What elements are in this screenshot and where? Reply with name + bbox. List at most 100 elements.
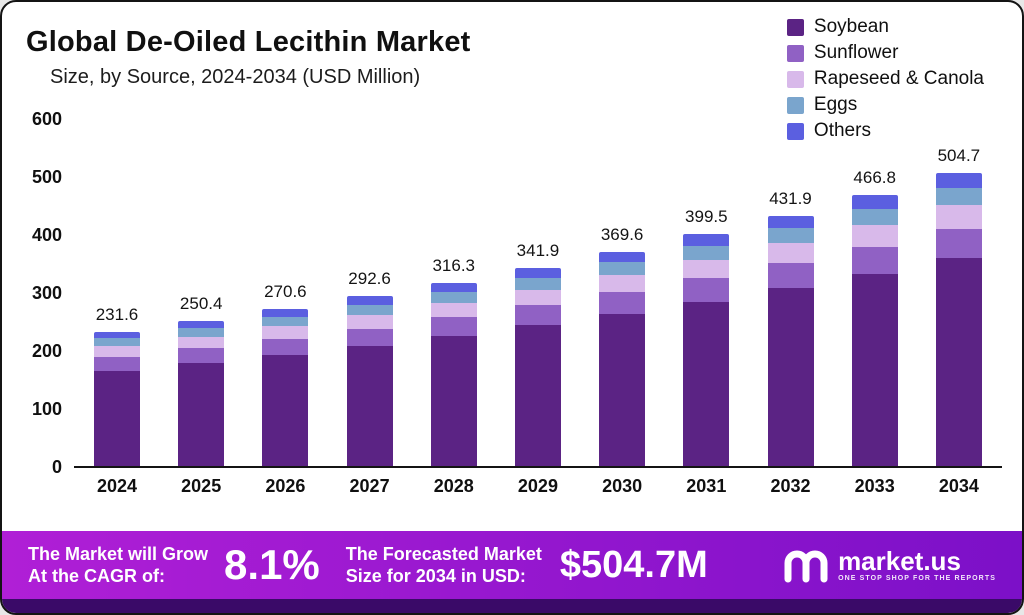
- segment-soybean[interactable]: [767, 288, 814, 466]
- segment-soybean[interactable]: [599, 313, 646, 466]
- bar-stack[interactable]: [262, 309, 309, 466]
- segment-others[interactable]: [346, 296, 393, 305]
- bar-stack[interactable]: [178, 320, 225, 466]
- segment-others[interactable]: [935, 173, 982, 188]
- segment-soybean[interactable]: [514, 325, 561, 466]
- segment-eggs[interactable]: [935, 187, 982, 206]
- segment-others[interactable]: [262, 309, 309, 317]
- segment-eggs[interactable]: [178, 328, 225, 337]
- segment-eggs[interactable]: [599, 262, 646, 276]
- bar-group-2034[interactable]: 504.7: [928, 146, 990, 466]
- legend-label: Sunflower: [813, 42, 899, 63]
- segment-rapeseed-canola[interactable]: [430, 302, 477, 318]
- segment-others[interactable]: [767, 215, 814, 228]
- segment-eggs[interactable]: [851, 208, 898, 226]
- segment-others[interactable]: [599, 251, 646, 263]
- segment-others[interactable]: [851, 195, 898, 209]
- legend-label: Soybean: [813, 16, 889, 37]
- segment-soybean[interactable]: [430, 335, 477, 466]
- segment-sunflower[interactable]: [262, 338, 309, 355]
- segment-sunflower[interactable]: [851, 246, 898, 274]
- legend: Soybean Sunflower Rapeseed & Canola Eggs Oth…: [786, 16, 984, 142]
- bar-stack[interactable]: [599, 251, 646, 466]
- bar-group-2029[interactable]: 341.9: [507, 241, 569, 466]
- segment-eggs[interactable]: [683, 245, 730, 260]
- bar-stack[interactable]: [430, 282, 477, 466]
- legend-label: Rapeseed & Canola: [813, 68, 984, 89]
- segment-others[interactable]: [178, 320, 225, 329]
- bar-total-label: 431.9: [769, 188, 812, 208]
- legend-item-rapeseed-canola: Rapeseed & Canola: [786, 68, 984, 90]
- segment-sunflower[interactable]: [94, 357, 140, 371]
- bar-stack[interactable]: [683, 234, 730, 466]
- segment-rapeseed-canola[interactable]: [599, 275, 646, 293]
- forecast-value: $504.7M: [559, 543, 708, 586]
- segment-rapeseed-canola[interactable]: [94, 346, 140, 358]
- segment-soybean[interactable]: [346, 345, 393, 466]
- segment-others[interactable]: [514, 267, 561, 278]
- bar-group-2031[interactable]: 399.5: [675, 207, 737, 466]
- segment-sunflower[interactable]: [683, 278, 730, 302]
- legend-item-sunflower: Sunflower: [786, 42, 984, 64]
- segment-soybean[interactable]: [262, 354, 309, 466]
- legend-swatch-icon: [786, 18, 804, 36]
- segment-sunflower[interactable]: [767, 263, 814, 289]
- bar-stack[interactable]: [514, 267, 561, 466]
- segment-sunflower[interactable]: [346, 328, 393, 346]
- bar-stack[interactable]: [851, 195, 898, 466]
- segment-rapeseed-canola[interactable]: [178, 336, 225, 349]
- bar-total-label: 369.6: [600, 224, 644, 244]
- segment-rapeseed-canola[interactable]: [514, 289, 561, 306]
- segment-sunflower[interactable]: [599, 292, 646, 314]
- segment-rapeseed-canola[interactable]: [767, 243, 814, 264]
- x-tick-label: 2029: [517, 476, 558, 496]
- bar-group-2026[interactable]: 270.6: [254, 282, 316, 466]
- segment-rapeseed-canola[interactable]: [683, 259, 730, 279]
- bar-stack[interactable]: [767, 215, 814, 466]
- segment-eggs[interactable]: [262, 316, 309, 327]
- segment-others[interactable]: [683, 234, 730, 246]
- segment-soybean[interactable]: [94, 370, 140, 466]
- segment-rapeseed-canola[interactable]: [346, 315, 393, 329]
- segment-sunflower[interactable]: [514, 305, 561, 326]
- bar-group-2032[interactable]: 431.9: [760, 189, 822, 466]
- cagr-value: 8.1%: [224, 541, 320, 588]
- bar-stack[interactable]: [346, 296, 393, 466]
- bar-stack[interactable]: [94, 331, 140, 466]
- segment-soybean[interactable]: [683, 301, 730, 466]
- y-tick-label: 200: [31, 341, 62, 361]
- segment-rapeseed-canola[interactable]: [851, 225, 898, 247]
- bar-total-label: 316.3: [432, 255, 476, 275]
- segment-others[interactable]: [430, 282, 477, 292]
- x-tick-label: 2028: [433, 476, 474, 496]
- segment-eggs[interactable]: [430, 291, 477, 303]
- x-axis-labels: 2024 2025 2026 2027 2028 2029 2030 2031 2032 2033…: [74, 476, 1002, 497]
- segment-sunflower[interactable]: [935, 228, 982, 259]
- market-us-logo-icon: [782, 547, 828, 583]
- bar-total-label: 292.6: [348, 269, 391, 289]
- bar-group-2025[interactable]: 250.4: [170, 294, 232, 466]
- bar-group-2028[interactable]: 316.3: [423, 256, 485, 466]
- bar-group-2030[interactable]: 369.6: [591, 225, 653, 466]
- chart-subtitle: Size, by Source, 2024-2034 (USD Million): [50, 66, 421, 88]
- segment-eggs[interactable]: [767, 228, 814, 244]
- segment-soybean[interactable]: [935, 258, 982, 466]
- bar-total-label: 504.7: [937, 146, 981, 166]
- segment-sunflower[interactable]: [178, 348, 225, 363]
- segment-eggs[interactable]: [94, 338, 140, 347]
- segment-rapeseed-canola[interactable]: [262, 326, 309, 339]
- legend-label: Eggs: [813, 94, 858, 115]
- segment-eggs[interactable]: [514, 277, 561, 290]
- x-tick-label: 2024: [96, 476, 138, 496]
- bar-group-2027[interactable]: 292.6: [339, 269, 401, 466]
- segment-rapeseed-canola[interactable]: [935, 205, 982, 229]
- bar-stack[interactable]: [935, 173, 982, 466]
- segment-soybean[interactable]: [851, 273, 898, 466]
- bar-total-label: 466.8: [853, 168, 896, 188]
- bar-group-2033[interactable]: 466.8: [844, 168, 906, 466]
- bar-group-2024[interactable]: 231.6: [86, 305, 148, 466]
- segment-eggs[interactable]: [346, 304, 393, 315]
- segment-soybean[interactable]: [178, 362, 225, 466]
- segment-sunflower[interactable]: [430, 317, 477, 336]
- segment-others[interactable]: [94, 331, 140, 339]
